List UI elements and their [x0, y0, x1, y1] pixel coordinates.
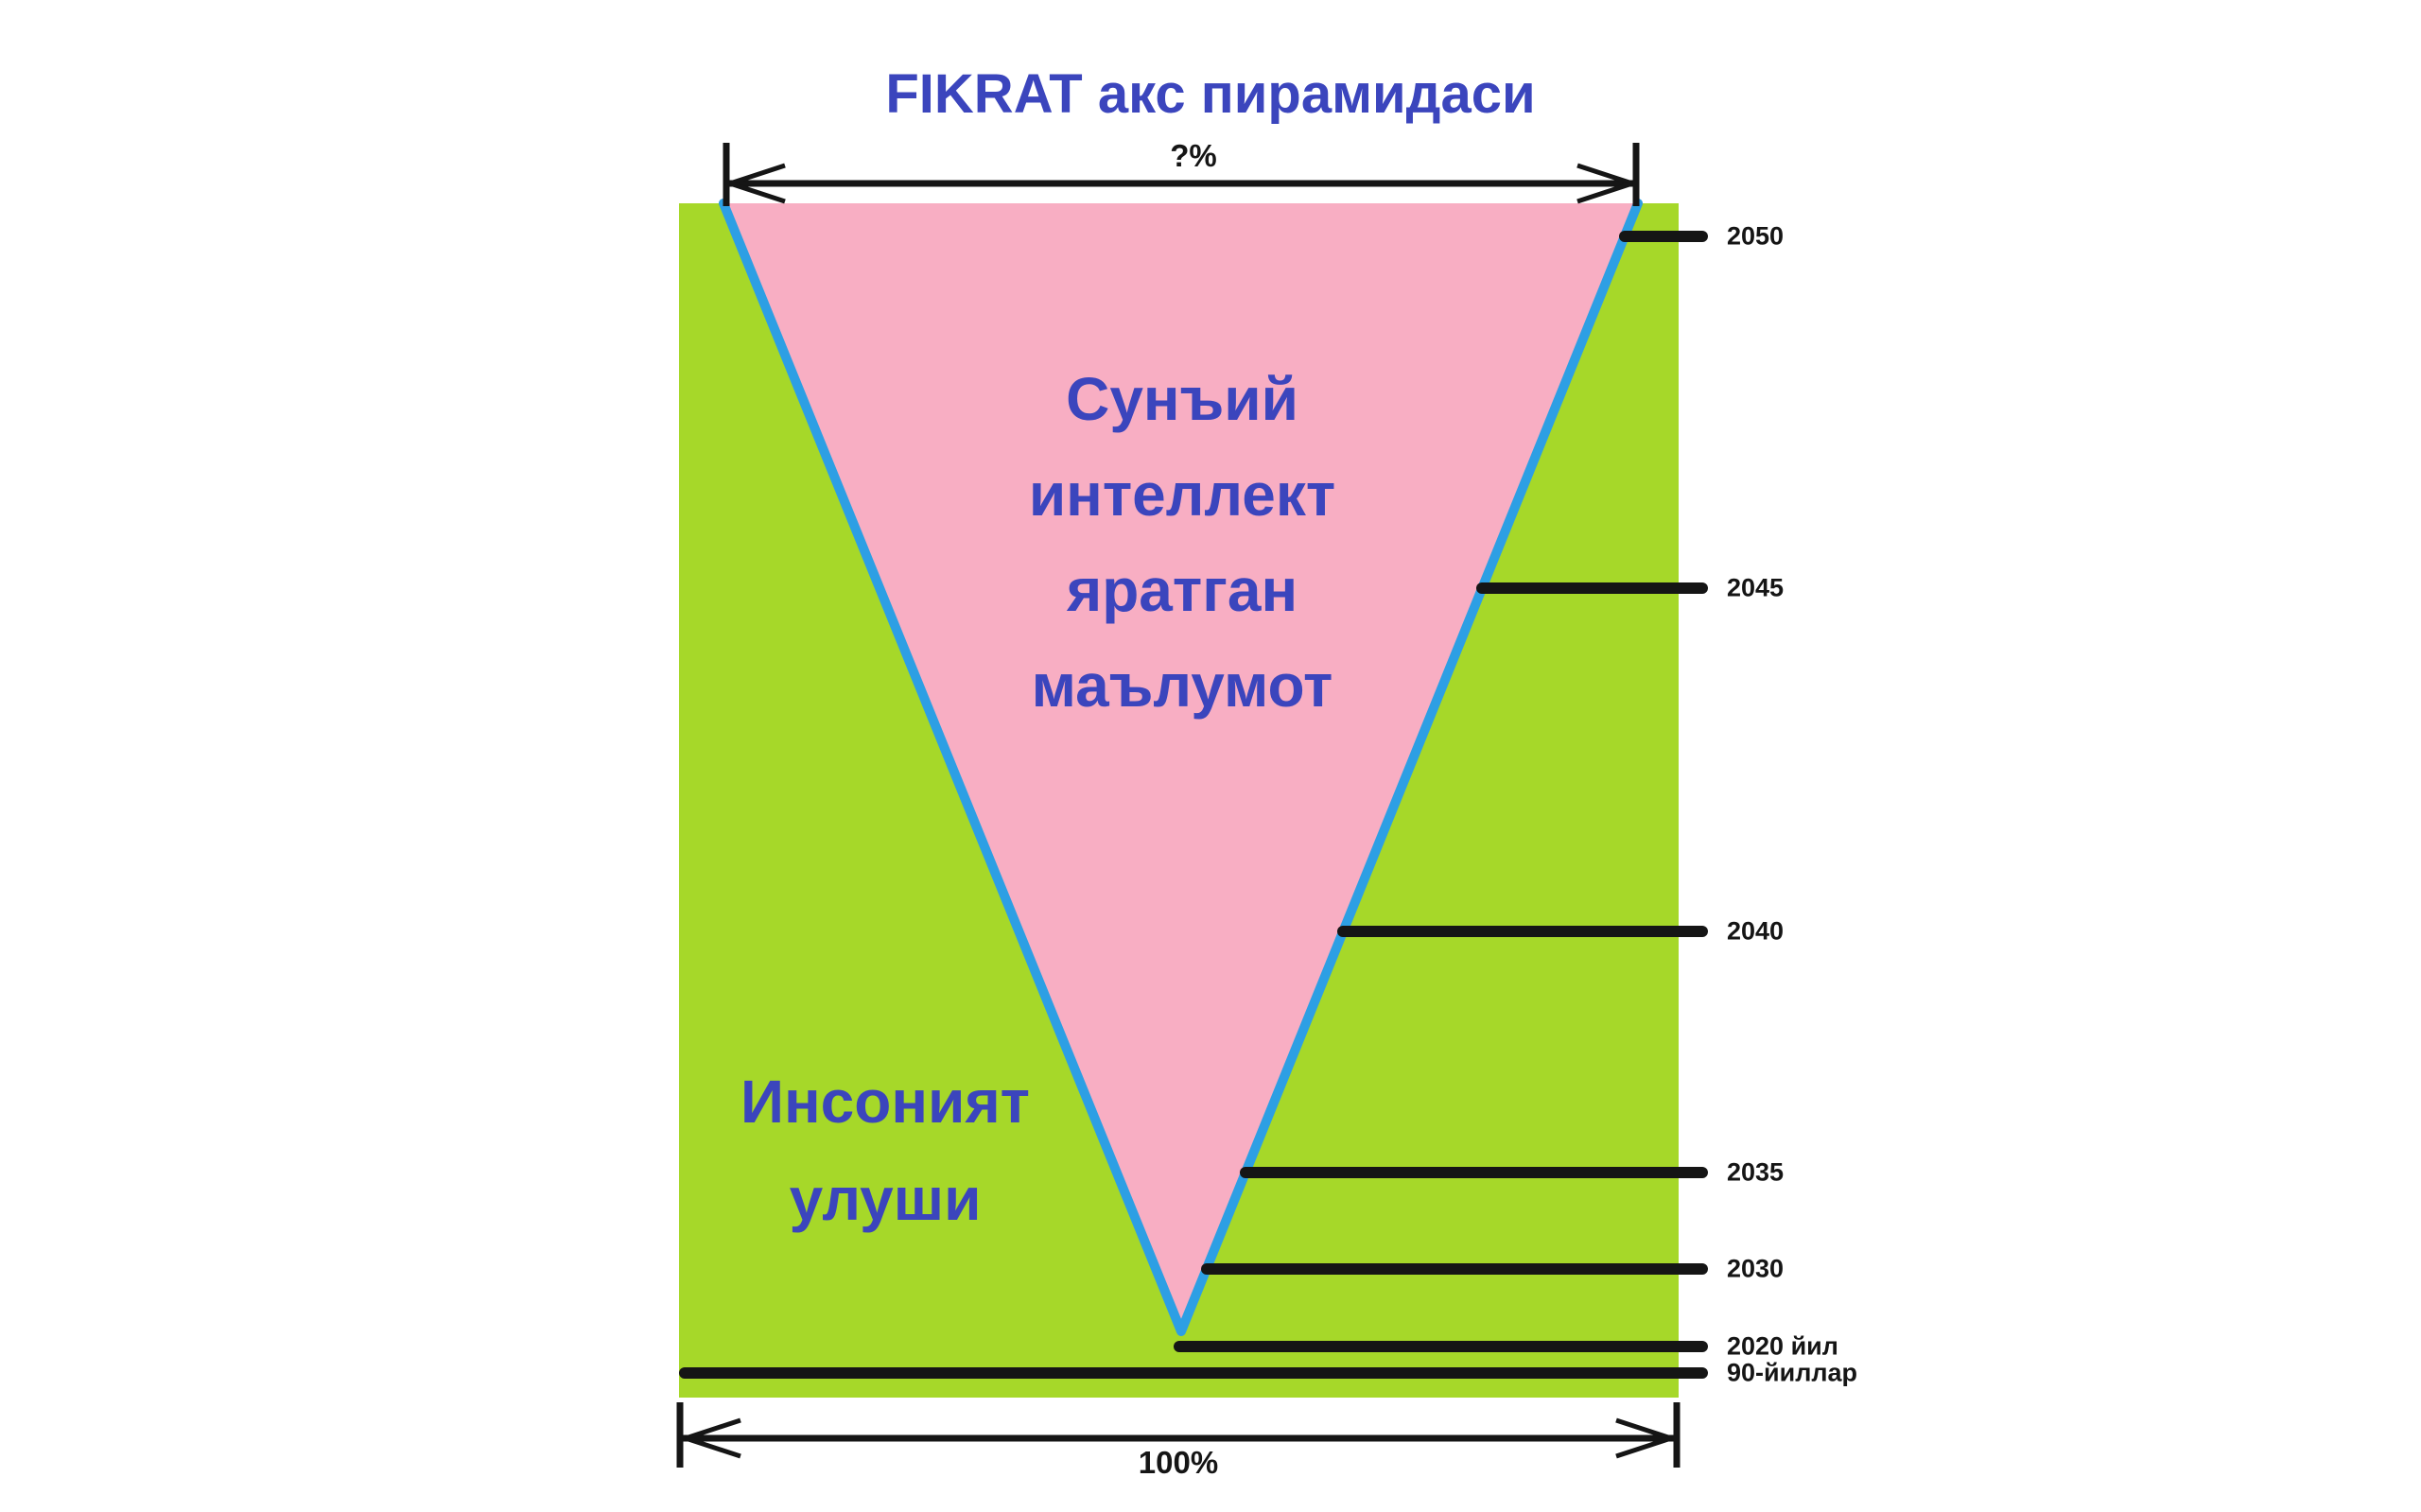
bottom-dimension-arrow: [676, 1402, 1681, 1468]
year-label-2050: 2050: [1727, 221, 1785, 251]
timeline-callout-lines: [679, 231, 1708, 1379]
human-section-label: Инсоният улуши: [601, 1053, 1169, 1248]
ai-pyramid-border: [719, 199, 1643, 1336]
year-label-90s: 90-йиллар: [1727, 1358, 1858, 1387]
year-label-2045: 2045: [1727, 573, 1785, 602]
ai-section-label-line: яратган: [1066, 556, 1298, 624]
human-section-label-line: Инсоният: [740, 1068, 1031, 1136]
human-section-label-line: улуши: [789, 1165, 982, 1233]
ai-section-label-line: Сунъий: [1066, 365, 1298, 433]
year-label-2040: 2040: [1727, 916, 1785, 946]
ai-section-label: Сунъий интеллект яратган маълумот: [894, 352, 1471, 734]
ai-pyramid-triangle: [723, 203, 1638, 1331]
year-label-2035: 2035: [1727, 1157, 1785, 1187]
year-label-2030: 2030: [1727, 1254, 1785, 1283]
page-title: FIKRAT акс пирамидаси: [885, 63, 1536, 125]
ai-section-label-line: маълумот: [1031, 652, 1333, 720]
bottom-width-label: 100%: [1138, 1445, 1219, 1480]
top-dimension-arrow: [723, 143, 1640, 206]
year-label-2020: 2020 йил: [1727, 1331, 1838, 1361]
ai-section-label-line: интеллект: [1028, 461, 1336, 529]
top-width-label: ?%: [1170, 138, 1217, 173]
